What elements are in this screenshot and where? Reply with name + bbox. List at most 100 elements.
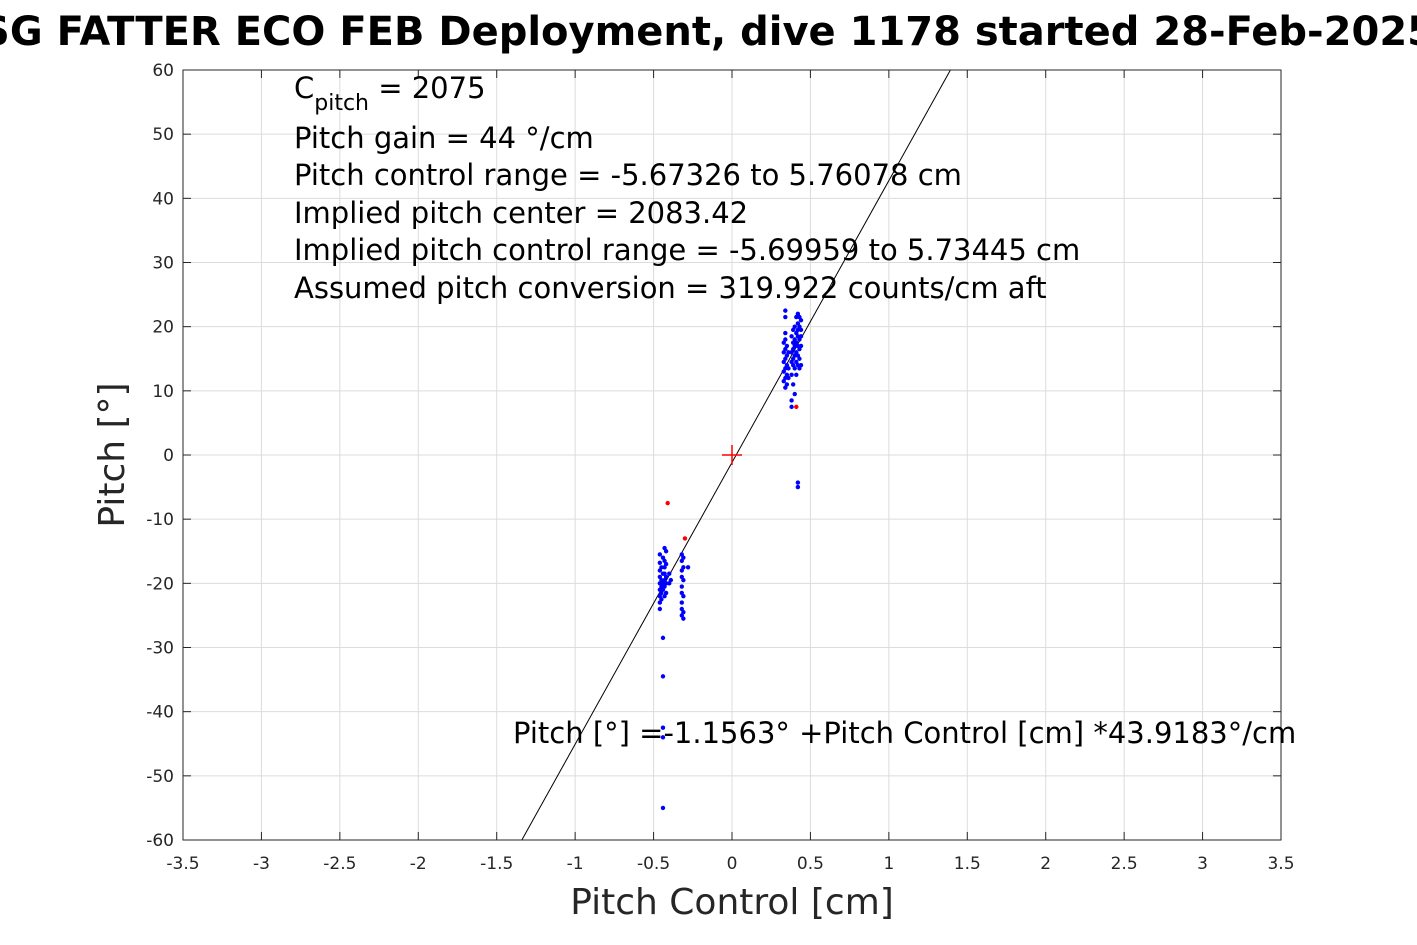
data-point	[663, 590, 669, 596]
data-point	[792, 324, 797, 329]
data-point	[783, 314, 788, 320]
x-tick-label: 1.5	[954, 854, 981, 874]
x-tick-label: -2.5	[323, 854, 356, 874]
data-point	[679, 600, 685, 605]
x-tick-label: -3.5	[166, 854, 199, 874]
implied-pitch-range-annotation: Implied pitch control range = -5.69959 t…	[294, 233, 1080, 267]
data-point	[798, 343, 804, 349]
y-tick-label: 60	[152, 61, 174, 81]
x-tick-label: 3.5	[1267, 854, 1294, 874]
data-point	[681, 610, 686, 615]
data-points	[657, 308, 804, 811]
c-pitch-prefix: C	[294, 71, 314, 105]
data-point	[783, 308, 788, 313]
data-point	[794, 404, 799, 410]
data-point	[657, 560, 663, 565]
c-pitch-value: = 2075	[369, 71, 486, 105]
data-point	[783, 330, 788, 336]
c-pitch-subscript: pitch	[314, 91, 369, 116]
y-tick-label: 30	[152, 254, 174, 274]
data-point	[685, 565, 691, 570]
y-tick-label: 20	[152, 318, 174, 338]
y-tick-label: 0	[163, 446, 174, 466]
data-point	[794, 372, 799, 377]
data-point	[663, 574, 669, 580]
data-point	[660, 674, 666, 679]
data-point	[798, 327, 804, 333]
x-axis-label: Pitch Control [cm]	[570, 882, 894, 923]
data-point	[786, 375, 791, 381]
data-point	[789, 404, 794, 410]
data-point	[659, 597, 664, 602]
x-tick-label: -2	[410, 854, 427, 874]
x-tick-label: 3	[1197, 854, 1208, 874]
data-point	[792, 366, 797, 371]
data-point	[786, 350, 791, 355]
x-tick-label: 2.5	[1111, 854, 1138, 874]
data-point	[679, 584, 685, 589]
data-point	[789, 372, 794, 377]
data-point	[798, 362, 804, 368]
data-point	[790, 382, 796, 387]
data-point	[784, 343, 790, 349]
x-tick-label: -0.5	[637, 854, 670, 874]
y-tick-label: -50	[146, 767, 174, 787]
data-point	[786, 366, 791, 371]
data-point	[797, 356, 802, 361]
data-point	[657, 552, 663, 557]
data-point	[663, 549, 669, 554]
pitch-conversion-annotation: Assumed pitch conversion = 319.922 count…	[294, 271, 1047, 305]
data-point	[667, 571, 672, 576]
x-tick-label: 0	[727, 854, 738, 874]
data-point	[783, 337, 788, 342]
data-point	[660, 735, 666, 740]
data-point	[798, 318, 804, 323]
data-point	[681, 565, 686, 570]
data-point	[657, 606, 663, 612]
y-axis-ticks: -60 -50 -40 -30 -20 -10 0 10 20 30 40 50 60	[146, 61, 1281, 851]
chart-title: SG FATTER ECO FEB Deployment, dive 1178 …	[0, 9, 1417, 55]
data-point	[668, 577, 674, 583]
y-tick-label: -20	[146, 574, 174, 594]
x-tick-label: -1.5	[480, 854, 513, 874]
y-tick-label: 50	[152, 125, 174, 145]
implied-pitch-center-annotation: Implied pitch center = 2083.42	[294, 196, 748, 230]
data-point	[682, 536, 688, 541]
data-point	[795, 480, 801, 485]
data-point	[663, 561, 669, 567]
data-point	[792, 391, 797, 397]
data-point	[784, 382, 790, 387]
y-tick-label: -60	[146, 831, 174, 851]
y-tick-label: 10	[152, 382, 174, 402]
data-point	[660, 805, 666, 811]
data-point	[789, 398, 794, 403]
data-point	[798, 334, 804, 339]
pitch-gain-annotation: Pitch gain = 44 °/cm	[294, 121, 594, 155]
fit-equation-label: Pitch [°] =-1.1563° +Pitch Control [cm] …	[513, 716, 1296, 750]
data-point	[663, 581, 669, 586]
data-point	[681, 577, 686, 583]
x-tick-label: 2	[1040, 854, 1051, 874]
y-tick-label: -10	[146, 510, 174, 530]
data-point	[789, 334, 794, 339]
x-tick-label: -1	[567, 854, 584, 874]
x-tick-label: -3	[253, 854, 270, 874]
y-tick-label: 40	[152, 189, 174, 209]
pitch-control-range-annotation: Pitch control range = -5.67326 to 5.7607…	[294, 158, 962, 192]
data-point	[795, 484, 801, 490]
data-point	[681, 616, 686, 621]
data-point	[660, 635, 666, 641]
c-pitch-annotation: Cpitch = 2075	[294, 71, 486, 116]
data-point	[660, 725, 666, 730]
data-point	[681, 555, 686, 560]
center-marker-group	[722, 445, 742, 465]
x-axis-ticks: -3.5 -3 -2.5 -2 -1.5 -1 -0.5 0 0.5 1 1.5 2 2.5 3 3.5	[166, 70, 1295, 874]
data-point	[665, 500, 670, 506]
x-tick-label: 0.5	[797, 854, 824, 874]
y-axis-label: Pitch [°]	[92, 382, 133, 527]
y-tick-label: -30	[146, 639, 174, 659]
grid-lines	[183, 70, 1281, 840]
x-tick-label: 1	[883, 854, 894, 874]
data-point	[681, 593, 686, 599]
